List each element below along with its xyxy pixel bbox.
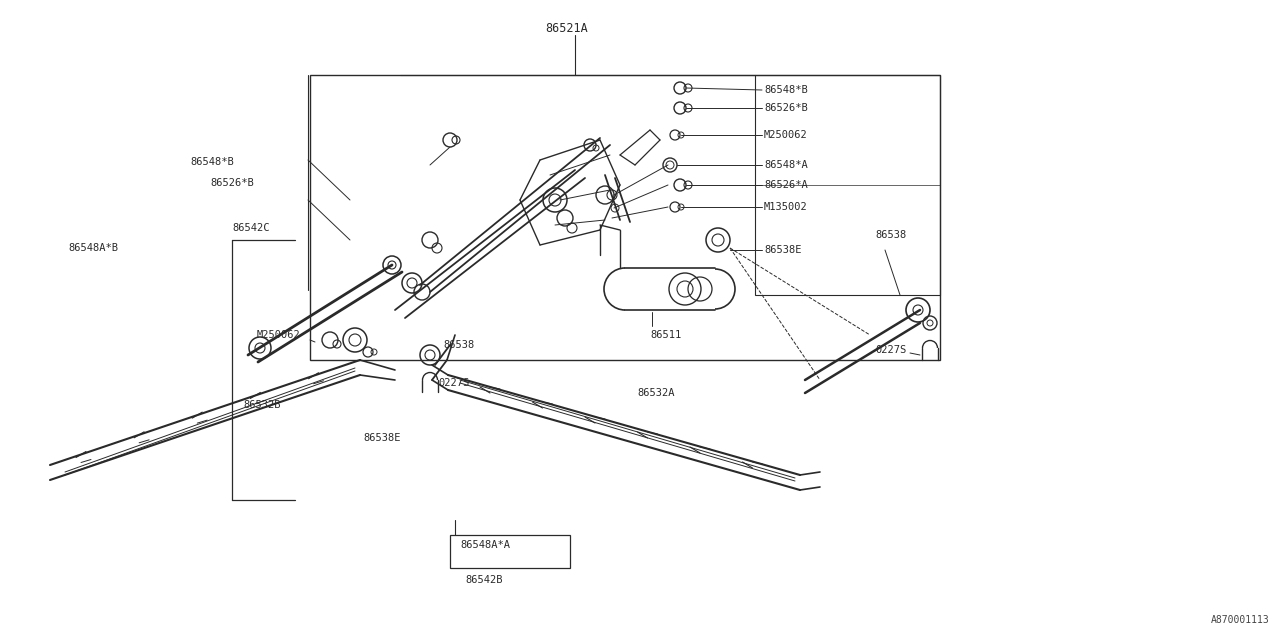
- Text: 86538: 86538: [443, 340, 475, 350]
- Text: 86542B: 86542B: [465, 575, 503, 585]
- Text: 86511: 86511: [650, 330, 681, 340]
- Text: 0227S: 0227S: [438, 378, 470, 388]
- Bar: [755, 75, 940, 295]
- Text: M250062: M250062: [764, 130, 808, 140]
- Text: 86521A: 86521A: [545, 22, 588, 35]
- Text: 86548*B: 86548*B: [189, 157, 234, 167]
- Text: 86538E: 86538E: [364, 433, 401, 443]
- Text: 86548A*B: 86548A*B: [68, 243, 118, 253]
- Text: 86526*B: 86526*B: [764, 103, 808, 113]
- Text: 86526*A: 86526*A: [764, 180, 808, 190]
- Text: 86532B: 86532B: [243, 400, 280, 410]
- Text: A870001113: A870001113: [1211, 615, 1270, 625]
- Text: 86538E: 86538E: [764, 245, 801, 255]
- Text: M135002: M135002: [764, 202, 808, 212]
- Text: 86532A: 86532A: [637, 388, 675, 398]
- Text: 86526*B: 86526*B: [210, 178, 253, 188]
- Bar: [310, 75, 940, 360]
- Text: 86538: 86538: [876, 230, 906, 240]
- Text: 86548*B: 86548*B: [764, 85, 808, 95]
- Text: M250062: M250062: [257, 330, 301, 340]
- Text: 86548*A: 86548*A: [764, 160, 808, 170]
- Bar: [451, 535, 570, 568]
- Text: 86542C: 86542C: [232, 223, 270, 233]
- Text: 0227S: 0227S: [876, 345, 906, 355]
- Text: 86548A*A: 86548A*A: [460, 540, 509, 550]
